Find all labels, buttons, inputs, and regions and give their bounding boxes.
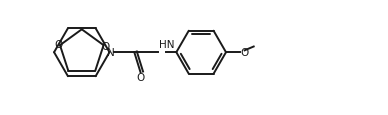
Text: N: N [107, 48, 114, 58]
Text: HN: HN [159, 40, 175, 50]
Text: O: O [54, 40, 62, 50]
Text: O: O [101, 42, 110, 52]
Text: O: O [137, 72, 145, 82]
Text: O: O [241, 47, 249, 57]
